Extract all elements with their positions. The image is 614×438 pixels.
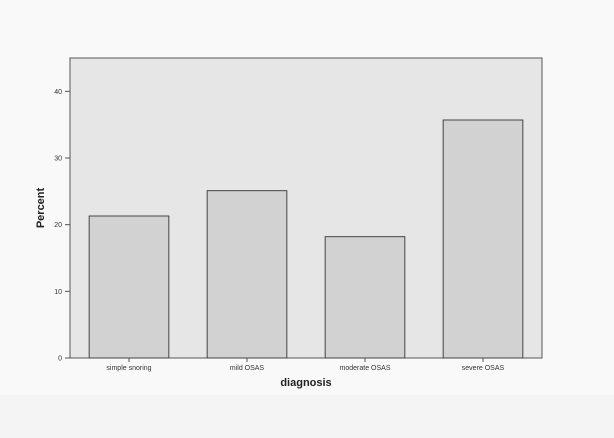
bar-moderate-osas [324,236,406,359]
y-tick-label: 10 [54,289,62,296]
x-tick-label: mild OSAS [230,365,265,372]
x-axis-title: diagnosis [280,377,331,389]
y-tick-label: 0 [58,356,62,363]
x-tick-label: severe OSAS [462,365,505,372]
bar-simple-snoring [88,215,170,359]
y-tick-label: 20 [54,222,62,229]
y-tick-label: 40 [54,89,62,96]
bar-mild-osas [206,190,288,359]
y-axis-title: Percent [35,187,47,228]
bar-severe-osas [442,119,524,359]
y-axis: 0 10 20 30 40 [54,89,70,363]
x-axis: simple snoring mild OSAS moderate OSAS seve… [106,358,505,372]
x-tick-label: moderate OSAS [340,365,391,372]
y-tick-label: 30 [54,156,62,163]
bars-group [88,119,524,359]
x-tick-label: simple snoring [106,365,151,372]
